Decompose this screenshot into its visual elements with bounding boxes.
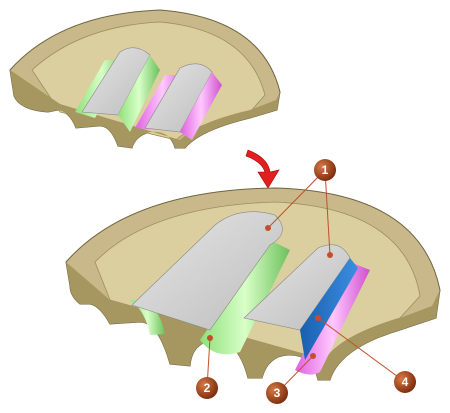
section-face (10, 70, 280, 148)
anchor-dot (310, 353, 316, 359)
anchor-dot (327, 252, 333, 258)
callout: 2 (196, 377, 218, 399)
section-face (66, 262, 440, 380)
callout-ball (196, 377, 218, 399)
transform-arrow (245, 149, 280, 189)
callout: 1 (314, 159, 336, 181)
callout-ball (394, 371, 416, 393)
part-after (65, 187, 441, 381)
callout-ball (314, 159, 336, 181)
callout: 3 (266, 382, 288, 404)
part-before (9, 9, 281, 149)
callout-label: 3 (274, 386, 281, 400)
callout-ball (266, 382, 288, 404)
anchor-dot (265, 225, 271, 231)
leader-line (317, 317, 406, 383)
callout-label: 1 (322, 163, 329, 177)
callout-label: 2 (204, 381, 211, 395)
callout: 4 (394, 371, 416, 393)
anchor-dot (315, 315, 321, 321)
pink-cylinder (295, 262, 370, 375)
blue-face (300, 258, 358, 360)
leader-line (324, 169, 331, 256)
green-side (118, 55, 160, 132)
green-cylinder (200, 240, 290, 355)
green-slot (130, 300, 165, 335)
pink-side (180, 72, 222, 140)
callout-label: 4 (402, 375, 409, 389)
leader-line (267, 169, 326, 229)
gray-block (131, 211, 283, 331)
gray-block (144, 63, 213, 133)
anchor-dot (207, 335, 213, 341)
